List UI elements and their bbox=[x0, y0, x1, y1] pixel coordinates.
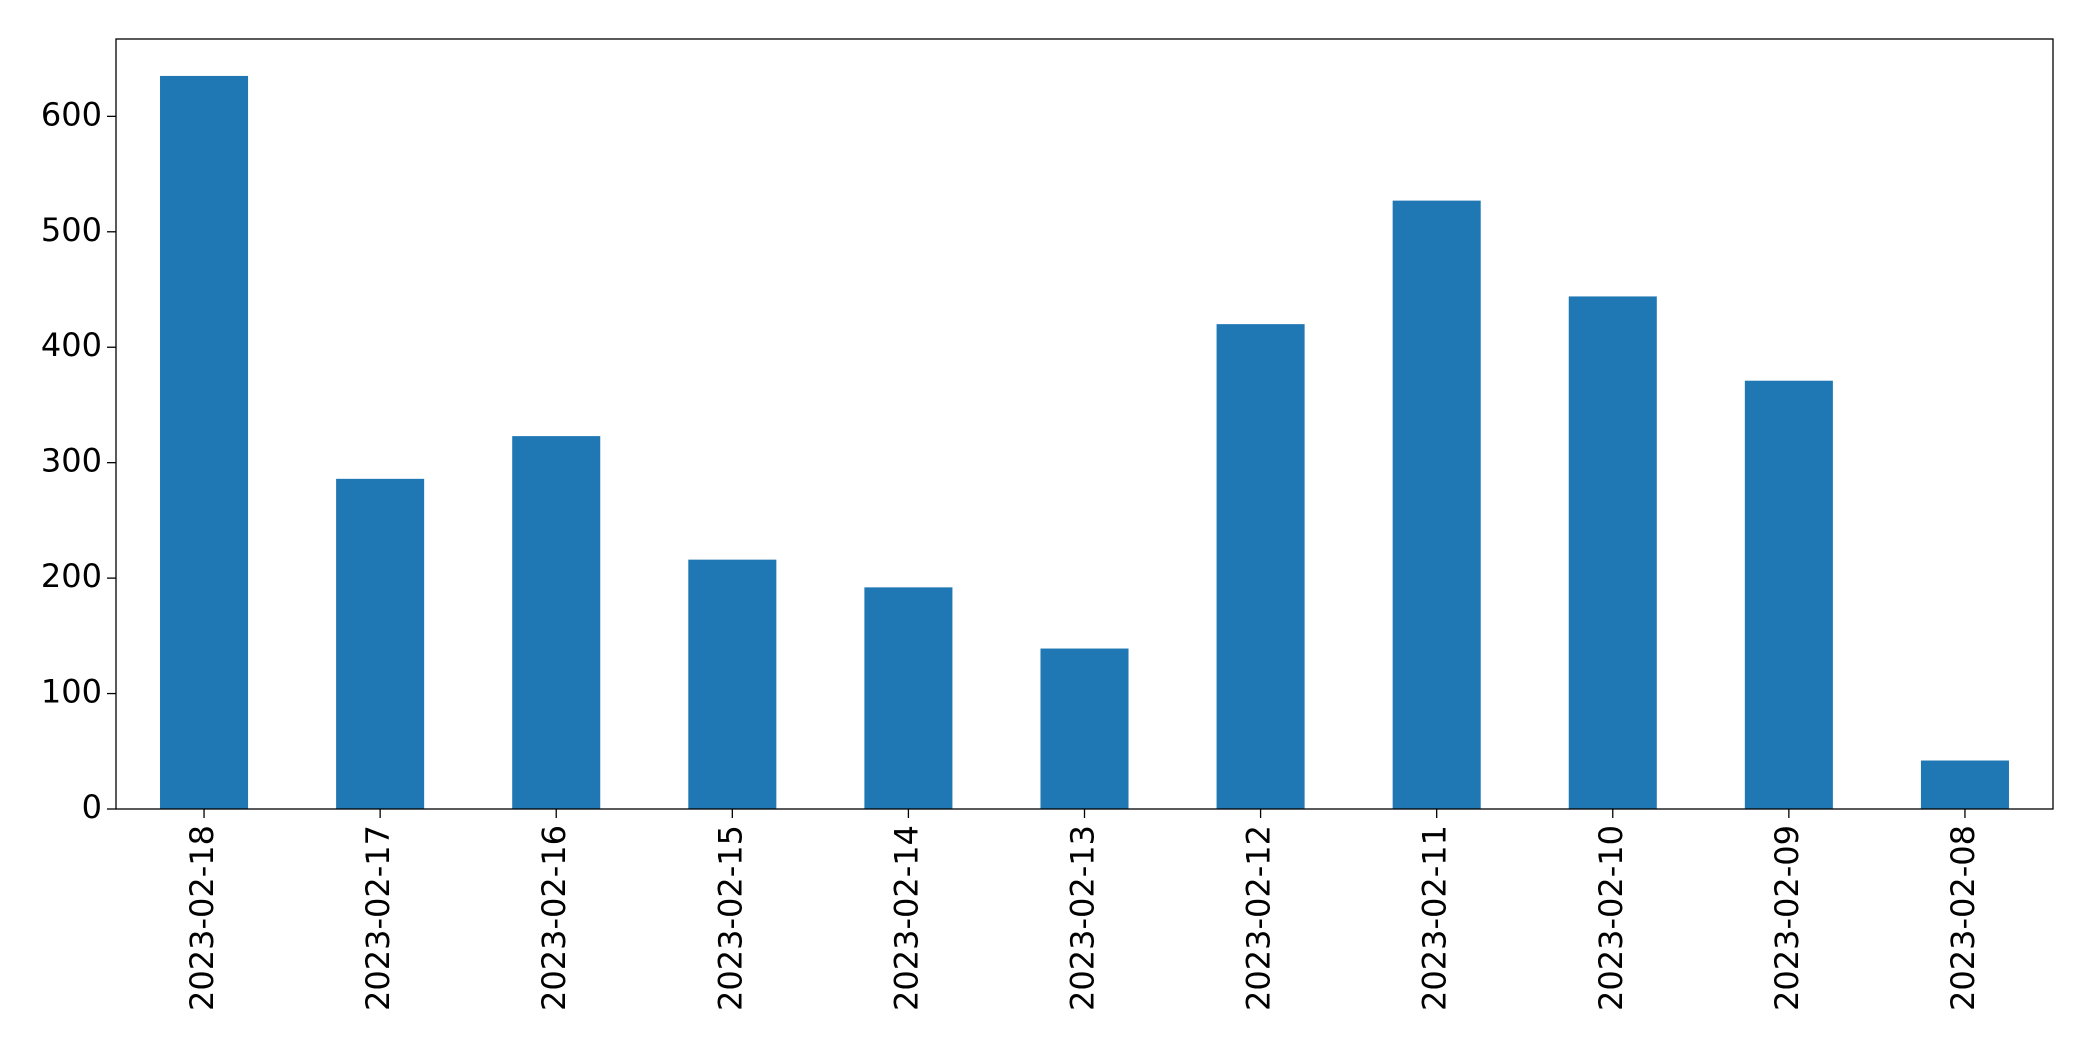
y-tick-label: 500 bbox=[41, 211, 102, 249]
x-tick-label: 2023-02-14 bbox=[887, 825, 925, 1011]
bar bbox=[1392, 200, 1481, 809]
x-tick-label: 2023-02-12 bbox=[1240, 825, 1278, 1011]
x-tick-label: 2023-02-08 bbox=[1944, 825, 1982, 1011]
y-tick-label: 600 bbox=[41, 95, 102, 133]
bar bbox=[864, 587, 953, 809]
y-tick-label: 100 bbox=[41, 673, 102, 711]
x-tick-label: 2023-02-15 bbox=[711, 825, 749, 1011]
x-tick-label: 2023-02-16 bbox=[535, 825, 573, 1011]
y-tick-label: 200 bbox=[41, 557, 102, 595]
bar bbox=[1216, 324, 1305, 809]
bar bbox=[688, 559, 777, 809]
x-tick-label: 2023-02-09 bbox=[1768, 825, 1806, 1011]
bar bbox=[336, 478, 425, 809]
y-tick-label: 300 bbox=[41, 442, 102, 480]
x-tick-label: 2023-02-13 bbox=[1064, 825, 1102, 1011]
x-tick-label: 2023-02-11 bbox=[1416, 825, 1454, 1011]
bar bbox=[1040, 648, 1129, 809]
y-tick-label: 400 bbox=[41, 326, 102, 364]
plot-frame bbox=[115, 38, 2054, 810]
x-tick-label: 2023-02-10 bbox=[1592, 825, 1630, 1011]
bar bbox=[1920, 760, 2009, 809]
bar bbox=[160, 75, 249, 809]
y-tick-label: 0 bbox=[82, 788, 102, 826]
x-tick-label: 2023-02-17 bbox=[359, 825, 397, 1011]
bar bbox=[1568, 296, 1657, 809]
bar bbox=[512, 436, 601, 809]
x-tick-label: 2023-02-18 bbox=[183, 825, 221, 1011]
bar bbox=[1744, 380, 1833, 809]
